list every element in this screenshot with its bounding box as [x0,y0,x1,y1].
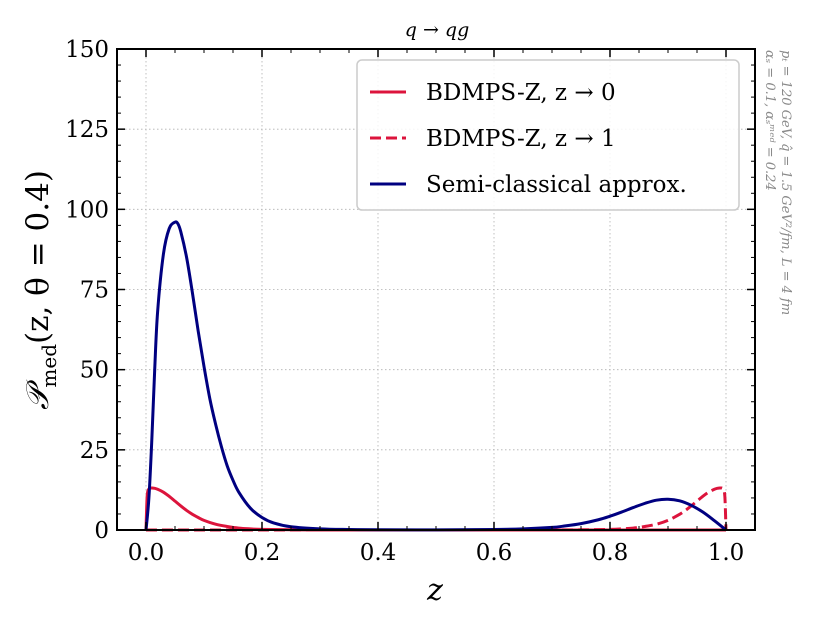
x-tick-label: 1.0 [708,540,745,566]
svg-text:𝒫med(z, θ = 0.4): 𝒫med(z, θ = 0.4) [20,170,61,410]
x-tick-label: 0.2 [244,540,281,566]
legend: BDMPS-Z, z → 0 BDMPS-Z, z → 1 Semi-classic… [356,59,740,211]
tick-labels: 0.0 0.2 0.4 0.6 0.8 1.0 0 25 50 75 100 125 150 [65,37,744,566]
y-tick-label: 125 [65,117,109,143]
y-tick-label: 150 [65,37,109,63]
x-tick-label: 0.0 [128,540,165,566]
series-layer [144,220,728,532]
ticks [117,48,755,531]
y-tick-label: 75 [80,278,109,304]
series-line-3 [144,220,727,532]
parameter-note: pₜ = 120 GeV, q̂ = 1.5 GeV²/fm, L = 4 fm… [762,50,793,315]
parameter-note-line-1: pₜ = 120 GeV, q̂ = 1.5 GeV²/fm, L = 4 fm [778,50,793,315]
series-line-2 [145,486,728,532]
y-axis-label: 𝒫med(z, θ = 0.4) [20,170,61,410]
x-tick-label: 0.4 [360,540,397,566]
x-tick-label: 0.6 [476,540,513,566]
series-line-1 [144,486,726,532]
chart-title: q → qg [405,19,470,41]
y-axis-label-sub: med [37,344,61,388]
y-tick-label: 50 [80,358,109,384]
y-tick-label: 100 [65,197,109,223]
y-axis-label-args: (z, θ = 0.4) [20,170,56,344]
y-tick-label: 0 [94,518,109,544]
legend-label-2: BDMPS-Z, z → 1 [426,126,616,152]
x-tick-label: 0.8 [592,540,629,566]
legend-label-1: BDMPS-Z, z → 0 [426,80,616,106]
legend-box [356,59,740,211]
legend-label-3: Semi-classical approx. [426,172,687,198]
y-tick-label: 25 [80,438,109,464]
x-axis-label: z [426,573,443,608]
parameter-note-line-2: αₛ = 0.1, αₛᵐᵉᵈ = 0.24 [762,50,777,191]
